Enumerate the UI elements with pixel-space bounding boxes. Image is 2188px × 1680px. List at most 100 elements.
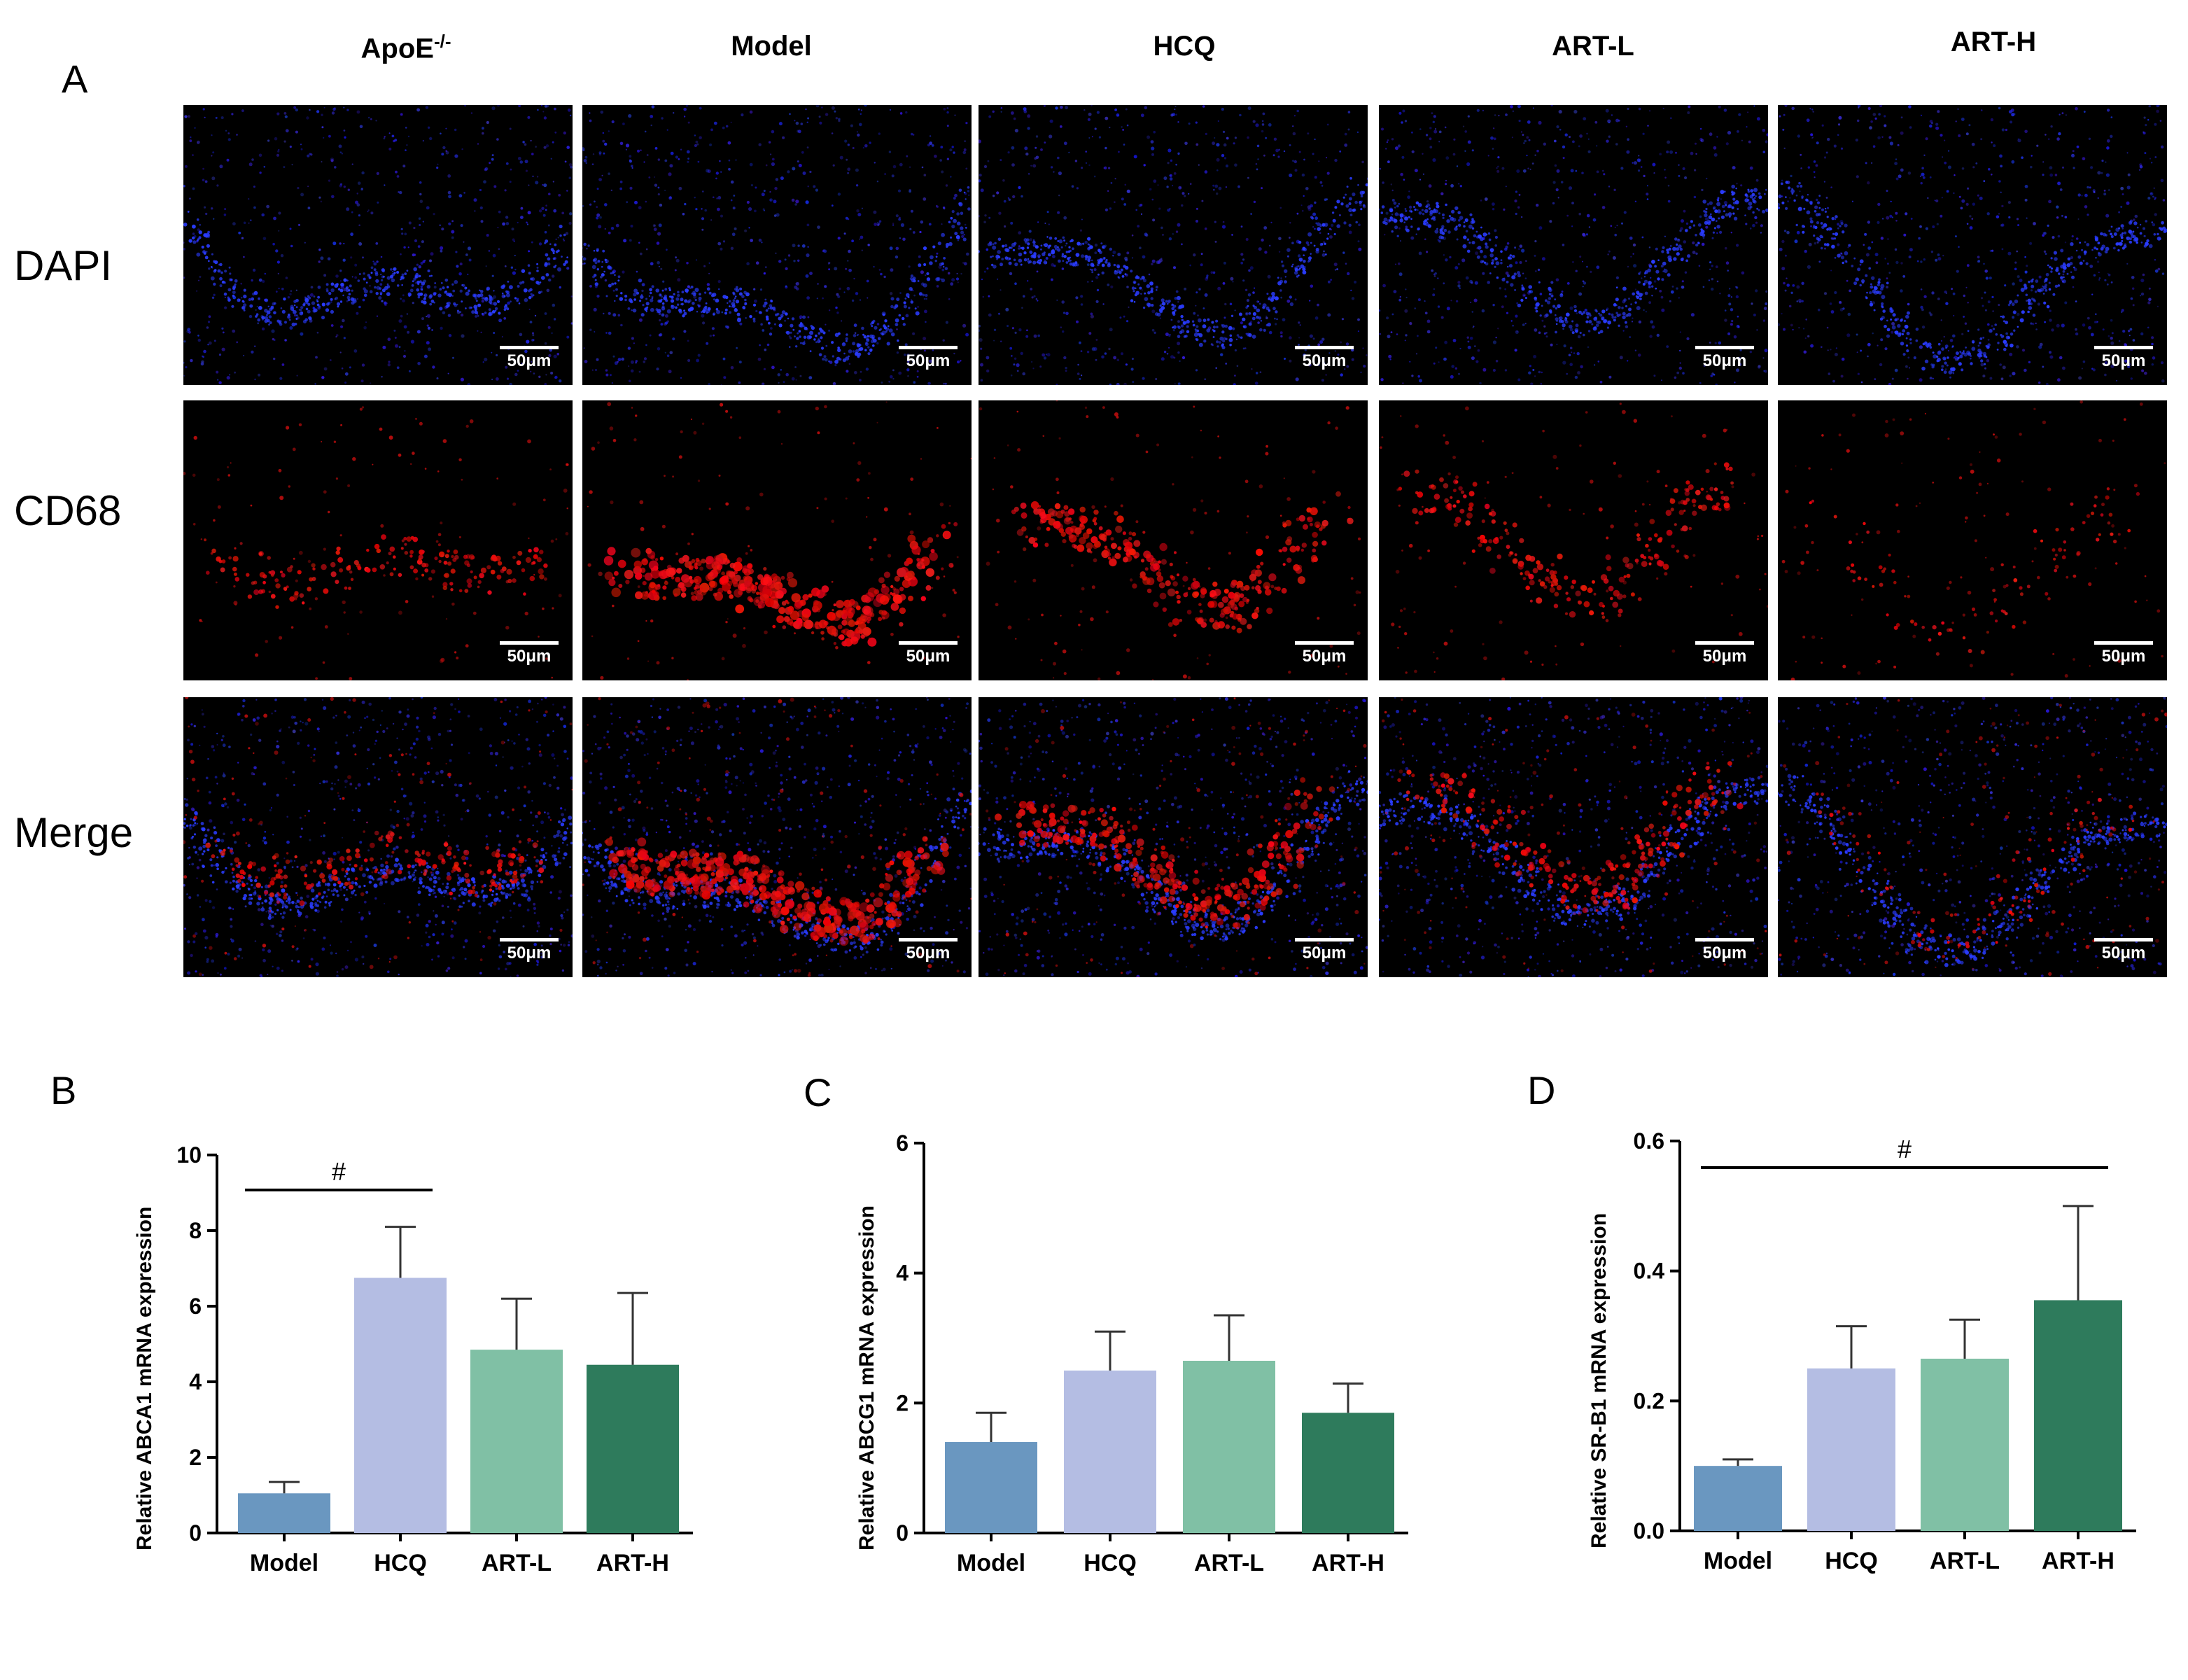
row-label-merge: Merge bbox=[14, 808, 154, 857]
scale-bar-label: 50μm bbox=[1691, 944, 1758, 963]
y-tick-label: 4 bbox=[189, 1369, 202, 1394]
y-tick-label: 6 bbox=[896, 1130, 909, 1156]
bar-model bbox=[1694, 1466, 1782, 1531]
scale-bar-label: 50μm bbox=[1291, 351, 1358, 371]
micrograph-dapi-hcq: 50μm bbox=[979, 105, 1368, 385]
scale-bar-label: 50μm bbox=[2090, 647, 2157, 666]
scale-bar: 50μm bbox=[1691, 938, 1758, 966]
scale-bar-label: 50μm bbox=[1291, 944, 1358, 963]
panel-b-letter: B bbox=[50, 1068, 76, 1113]
scale-bar-line bbox=[1695, 346, 1754, 349]
scale-bar: 50μm bbox=[1691, 346, 1758, 374]
scale-bar: 50μm bbox=[895, 346, 962, 374]
x-tick-label-hcq: HCQ bbox=[374, 1550, 427, 1576]
scale-bar-label: 50μm bbox=[2090, 944, 2157, 963]
column-label-hcq: HCQ bbox=[988, 31, 1380, 62]
micrograph-merge-art-h: 50μm bbox=[1778, 697, 2167, 977]
x-tick-label-hcq: HCQ bbox=[1084, 1550, 1137, 1576]
y-axis-label: Relative SR-B1 mRNA expression bbox=[1587, 1213, 1611, 1548]
scale-bar-line bbox=[899, 346, 958, 349]
x-tick-label-model: Model bbox=[1704, 1548, 1772, 1574]
micrograph-cd68-apoe: 50μm bbox=[183, 400, 573, 680]
scale-bar-label: 50μm bbox=[496, 351, 563, 371]
column-label-apoe: ApoE-/- bbox=[210, 31, 602, 64]
scale-bar: 50μm bbox=[895, 938, 962, 966]
bar-art-h bbox=[2034, 1300, 2122, 1531]
scale-bar-line bbox=[2094, 346, 2153, 349]
scale-bar: 50μm bbox=[1291, 346, 1358, 374]
scale-bar-line bbox=[2094, 641, 2153, 645]
y-tick-label: 0.2 bbox=[1634, 1388, 1664, 1413]
bar-art-l bbox=[470, 1350, 563, 1533]
x-tick-label-model: Model bbox=[957, 1550, 1025, 1576]
bar-hcq bbox=[1064, 1371, 1156, 1533]
scale-bar-label: 50μm bbox=[1291, 647, 1358, 666]
y-tick-label: 2 bbox=[896, 1390, 909, 1415]
panel-d-letter: D bbox=[1527, 1068, 1555, 1113]
scale-bar-line bbox=[2094, 938, 2153, 941]
micrograph-merge-model: 50μm bbox=[582, 697, 972, 977]
x-tick-label-hcq: HCQ bbox=[1825, 1548, 1878, 1574]
scale-bar: 50μm bbox=[2090, 346, 2157, 374]
scale-bar-line bbox=[1295, 938, 1354, 941]
bar-art-h bbox=[1302, 1413, 1394, 1533]
y-tick-label: 10 bbox=[176, 1142, 202, 1168]
x-tick-label-art-h: ART-H bbox=[2042, 1548, 2115, 1574]
panel-c-letter: C bbox=[804, 1070, 832, 1115]
apoe-superscript: -/- bbox=[434, 31, 451, 52]
significance-symbol: # bbox=[1898, 1135, 1912, 1163]
y-tick-label: 6 bbox=[189, 1294, 202, 1319]
x-tick-label-model: Model bbox=[250, 1550, 318, 1576]
scale-bar-label: 50μm bbox=[895, 647, 962, 666]
column-label-art-l: ART-L bbox=[1397, 31, 1789, 62]
bar-model bbox=[238, 1493, 330, 1533]
scale-bar: 50μm bbox=[1291, 641, 1358, 669]
micrograph-dapi-apoe: 50μm bbox=[183, 105, 573, 385]
scale-bar-line bbox=[1695, 641, 1754, 645]
panel-a-letter: A bbox=[62, 56, 87, 102]
x-tick-label-art-l: ART-L bbox=[1194, 1550, 1264, 1576]
scale-bar: 50μm bbox=[2090, 641, 2157, 669]
y-axis-label: Relative ABCA1 mRNA expression bbox=[133, 1207, 157, 1550]
y-tick-label: 0 bbox=[189, 1520, 202, 1546]
scale-bar: 50μm bbox=[496, 346, 563, 374]
scale-bar-line bbox=[500, 641, 559, 645]
x-tick-label-art-h: ART-H bbox=[596, 1550, 669, 1576]
micrograph-cd68-hcq: 50μm bbox=[979, 400, 1368, 680]
y-axis-label: Relative ABCG1 mRNA expression bbox=[855, 1205, 879, 1550]
scale-bar-label: 50μm bbox=[1691, 647, 1758, 666]
scale-bar: 50μm bbox=[1691, 641, 1758, 669]
bar-model bbox=[945, 1442, 1037, 1533]
x-tick-label-art-l: ART-L bbox=[482, 1550, 552, 1576]
micrograph-merge-art-l: 50μm bbox=[1379, 697, 1768, 977]
x-tick-label-art-l: ART-L bbox=[1930, 1548, 2000, 1574]
scale-bar: 50μm bbox=[496, 938, 563, 966]
scale-bar-line bbox=[1695, 938, 1754, 941]
micrograph-cd68-art-l: 50μm bbox=[1379, 400, 1768, 680]
micrograph-merge-hcq: 50μm bbox=[979, 697, 1368, 977]
scale-bar-line bbox=[899, 641, 958, 645]
significance-symbol: # bbox=[332, 1157, 346, 1186]
y-tick-label: 0 bbox=[896, 1520, 909, 1546]
scale-bar-line bbox=[500, 938, 559, 941]
micrograph-dapi-art-h: 50μm bbox=[1778, 105, 2167, 385]
scale-bar-line bbox=[1295, 641, 1354, 645]
bar-art-h bbox=[587, 1365, 679, 1533]
micrograph-dapi-model: 50μm bbox=[582, 105, 972, 385]
scale-bar-label: 50μm bbox=[2090, 351, 2157, 371]
micrograph-dapi-art-l: 50μm bbox=[1379, 105, 1768, 385]
y-tick-label: 0.0 bbox=[1634, 1518, 1664, 1544]
y-tick-label: 0.6 bbox=[1634, 1128, 1664, 1154]
micrograph-merge-apoe: 50μm bbox=[183, 697, 573, 977]
scale-bar: 50μm bbox=[496, 641, 563, 669]
bar-art-l bbox=[1921, 1359, 2009, 1531]
bar-art-l bbox=[1183, 1361, 1275, 1533]
bar-hcq bbox=[1807, 1368, 1895, 1531]
y-tick-label: 8 bbox=[189, 1218, 202, 1243]
scale-bar: 50μm bbox=[895, 641, 962, 669]
